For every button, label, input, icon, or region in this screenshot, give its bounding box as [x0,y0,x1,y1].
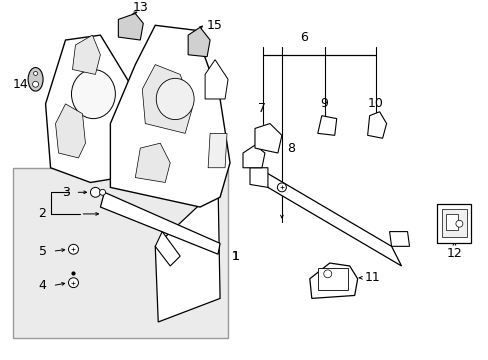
Ellipse shape [90,188,100,197]
Polygon shape [437,204,470,243]
Text: 4: 4 [39,279,46,292]
Polygon shape [243,145,264,168]
Ellipse shape [100,189,105,195]
Polygon shape [100,192,220,254]
Polygon shape [204,60,227,99]
Text: 10: 10 [367,98,383,111]
Text: 3: 3 [62,186,70,199]
Ellipse shape [33,81,39,87]
Polygon shape [442,209,467,238]
Polygon shape [317,116,336,135]
Polygon shape [56,104,85,158]
Ellipse shape [28,68,43,91]
Polygon shape [155,231,180,266]
Text: 7: 7 [258,102,265,115]
Ellipse shape [277,183,286,192]
Ellipse shape [68,278,78,288]
Bar [317,268,347,289]
Text: 11: 11 [364,271,380,284]
Ellipse shape [323,270,331,278]
Polygon shape [208,133,226,168]
Polygon shape [142,64,192,133]
Polygon shape [135,143,170,183]
Text: 1: 1 [232,249,240,263]
Polygon shape [110,25,229,207]
Polygon shape [118,14,143,40]
Polygon shape [389,231,408,246]
Ellipse shape [455,220,462,227]
Text: 13: 13 [132,1,148,14]
Polygon shape [309,263,357,298]
Bar [446,214,457,230]
Ellipse shape [68,244,78,254]
Polygon shape [155,188,220,322]
Polygon shape [45,35,140,183]
Polygon shape [249,168,267,188]
Ellipse shape [156,78,194,120]
Text: 12: 12 [446,247,461,260]
Text: 6: 6 [299,31,307,44]
Ellipse shape [71,69,115,119]
Polygon shape [367,112,386,138]
Ellipse shape [34,72,38,75]
Polygon shape [188,27,210,57]
Text: 15: 15 [207,19,223,32]
Text: 9: 9 [319,98,327,111]
Polygon shape [72,35,100,75]
Text: 8: 8 [286,141,294,154]
Text: 5: 5 [39,245,46,258]
Polygon shape [258,168,401,266]
Text: 1: 1 [232,249,240,263]
Text: 2: 2 [39,207,46,220]
Text: 14: 14 [13,78,28,91]
Polygon shape [254,123,281,153]
FancyBboxPatch shape [13,168,227,338]
